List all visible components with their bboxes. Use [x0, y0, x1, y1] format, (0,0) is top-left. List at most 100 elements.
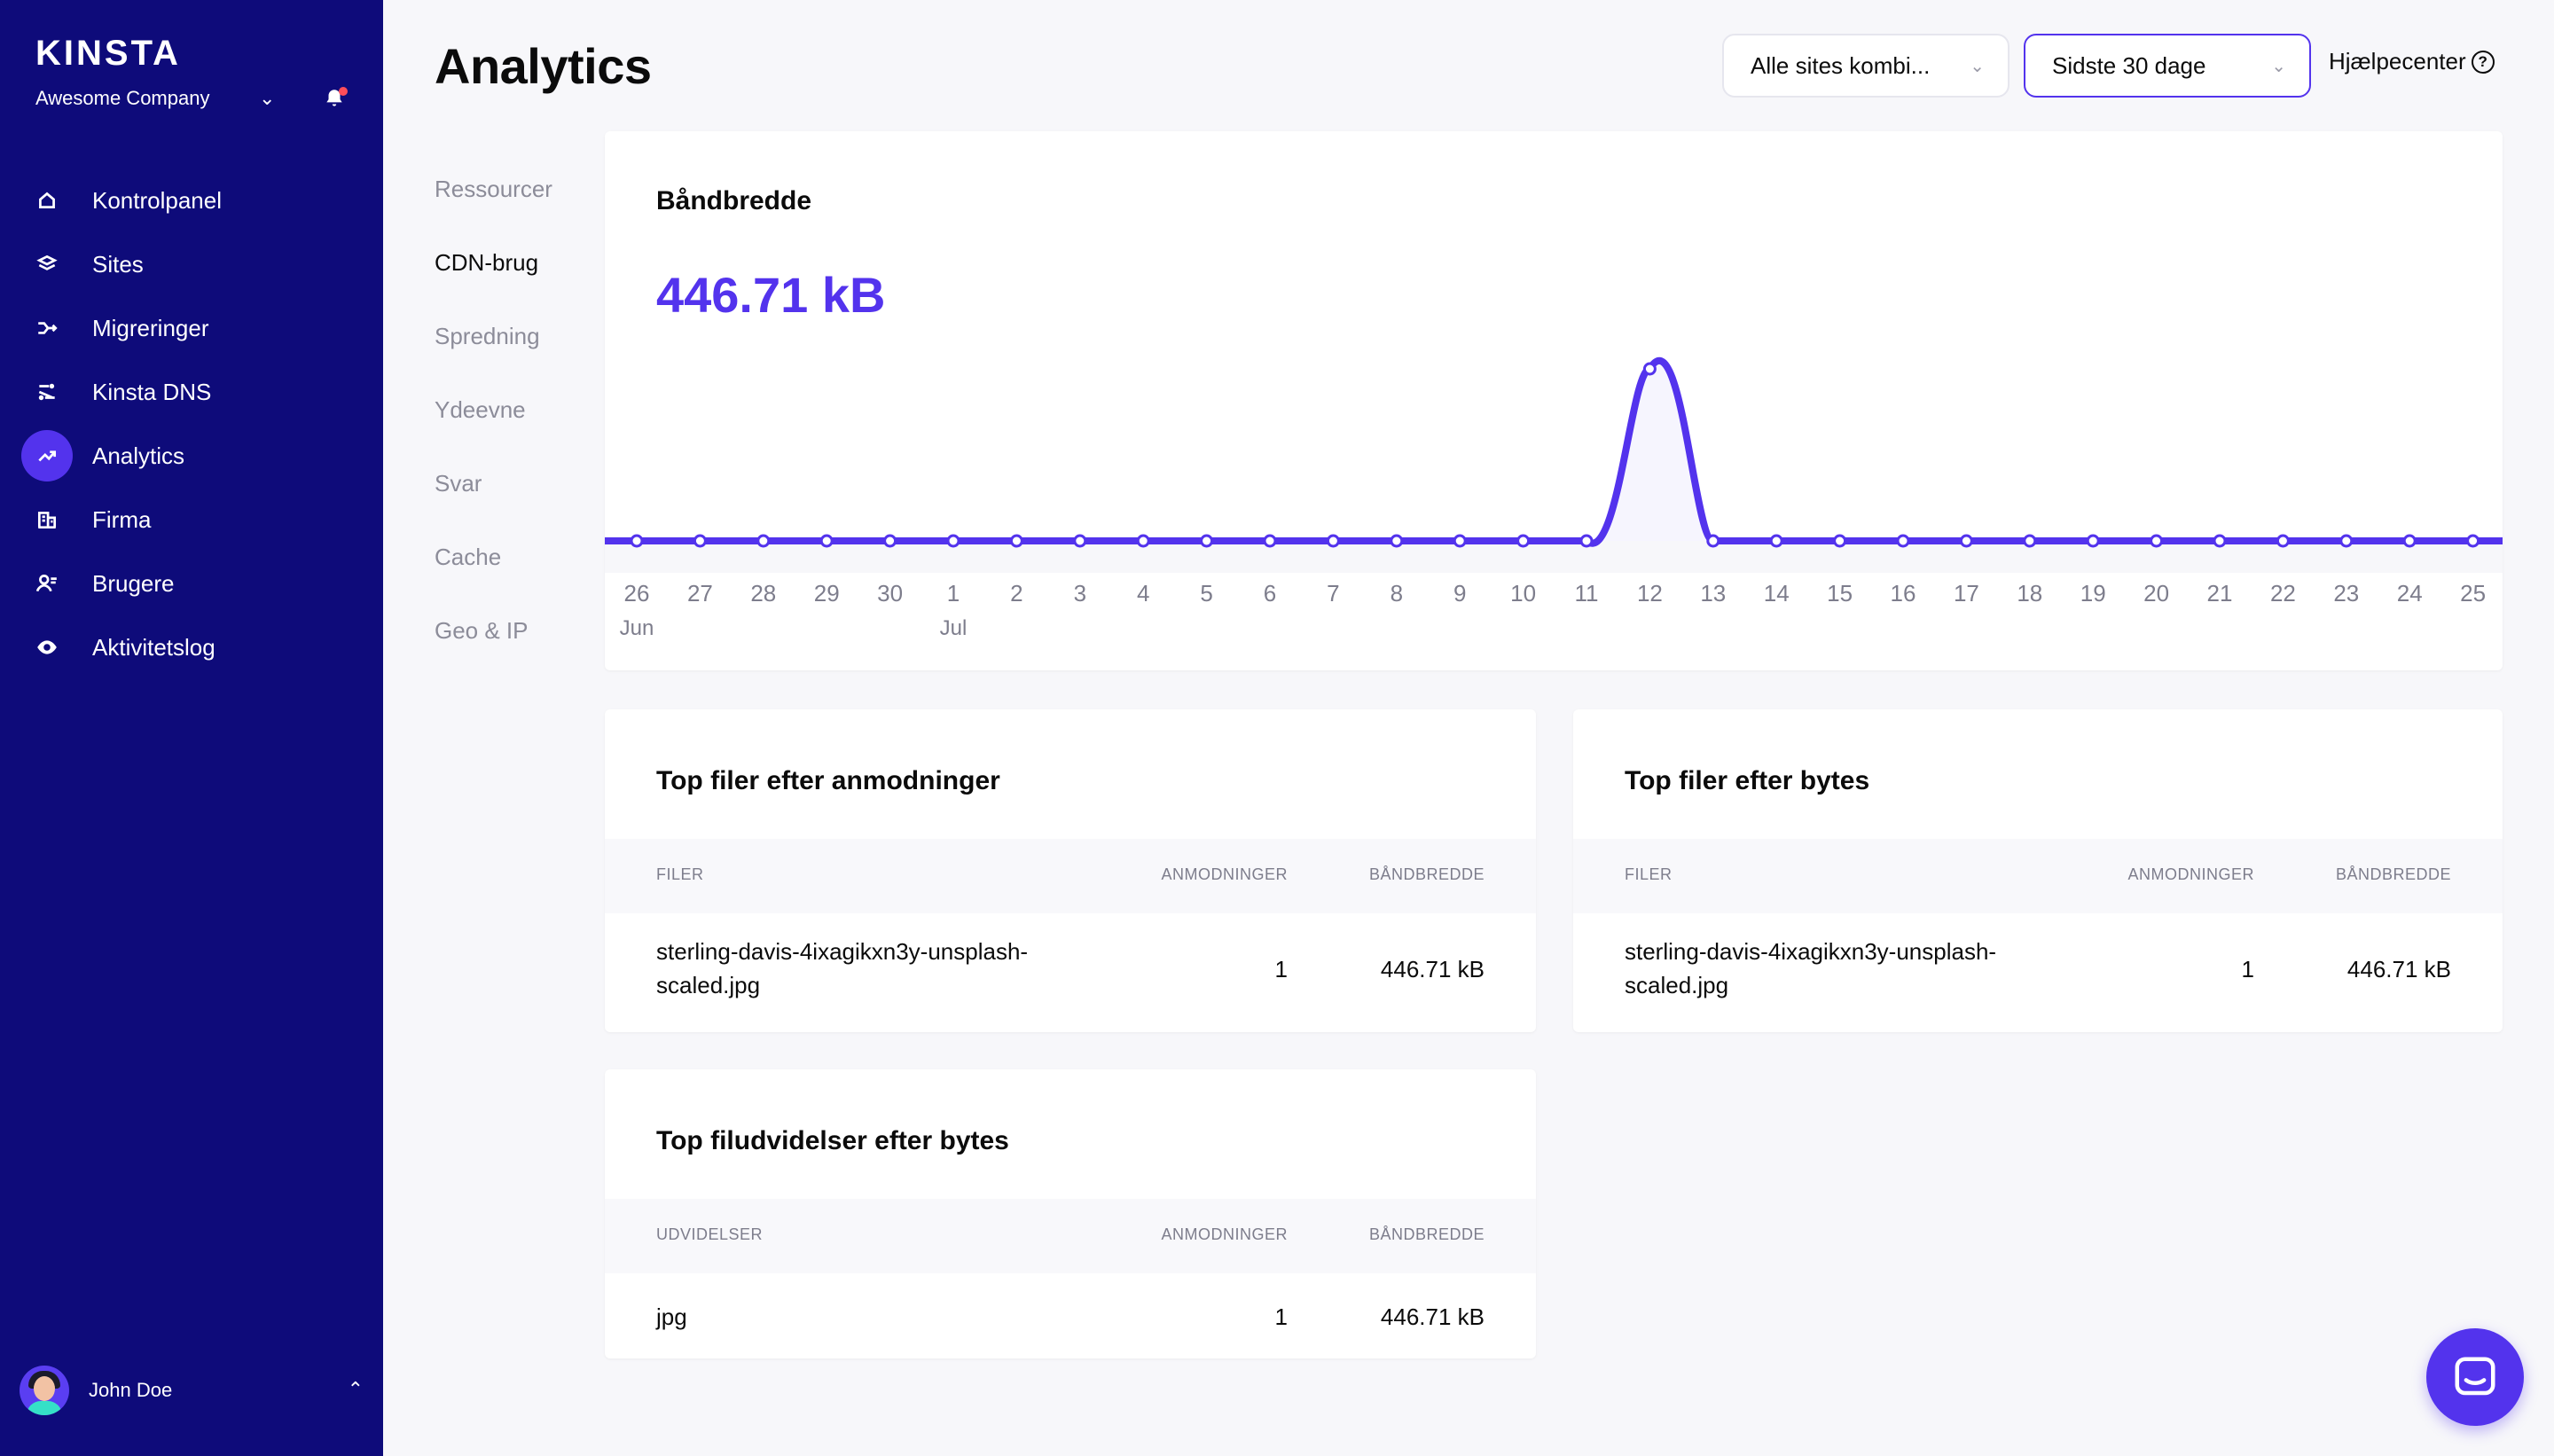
- sidebar-item-migreringer[interactable]: Migreringer: [21, 301, 362, 355]
- chat-icon: [2455, 1357, 2495, 1396]
- column-header: FILER: [1625, 865, 1673, 883]
- date-range-select[interactable]: Sidste 30 dage ⌄: [2024, 34, 2311, 98]
- eye-icon: [21, 622, 73, 673]
- x-tick-label: 22: [2270, 580, 2296, 607]
- sidebar-item-firma[interactable]: Firma: [21, 493, 362, 546]
- data-point[interactable]: [2213, 534, 2227, 548]
- tab-cdn-brug[interactable]: CDN-brug: [435, 249, 539, 276]
- x-tick-label: 16: [1891, 580, 1916, 607]
- data-point[interactable]: [2150, 534, 2164, 548]
- user-name: John Doe: [89, 1379, 173, 1401]
- sidebar-item-label: Brugere: [92, 569, 175, 597]
- site-select[interactable]: Alle sites kombi... ⌄: [1722, 34, 2010, 98]
- sidebar-item-sites[interactable]: Sites: [21, 238, 362, 291]
- notification-dot: [339, 87, 348, 96]
- column-header: BÅNDBREDDE: [2335, 865, 2451, 883]
- users-icon: [21, 558, 73, 609]
- data-point[interactable]: [693, 534, 707, 548]
- bandwidth-value: 446.71 kB: [1380, 1303, 1485, 1330]
- user-menu[interactable]: John Doe ⌃: [20, 1364, 364, 1417]
- chevron-down-icon: ⌄: [1970, 57, 1985, 76]
- data-point[interactable]: [1263, 534, 1277, 548]
- sidebar-item-label: Sites: [92, 250, 144, 278]
- data-point[interactable]: [1706, 534, 1720, 548]
- data-point[interactable]: [2276, 534, 2290, 548]
- bandwidth-total: 446.71 kB: [656, 267, 886, 323]
- data-point[interactable]: [1136, 534, 1150, 548]
- data-point[interactable]: [1200, 534, 1214, 548]
- tab-cache[interactable]: Cache: [435, 544, 502, 570]
- sidebar-item-kinsta-dns[interactable]: Kinsta DNS: [21, 365, 362, 419]
- x-tick-label: 13: [1700, 580, 1726, 607]
- data-point[interactable]: [2402, 534, 2417, 548]
- data-point[interactable]: [1959, 534, 1973, 548]
- kinsta-logo[interactable]: KINSTA: [35, 34, 181, 73]
- data-point[interactable]: [1073, 534, 1087, 548]
- analytics-subnav: Ressourcer CDN-brug Spredning Ydeevne Sv…: [435, 176, 552, 691]
- tab-ydeevne[interactable]: Ydeevne: [435, 396, 526, 423]
- series-line: [605, 356, 2503, 547]
- bandwidth-value: 446.71 kB: [2346, 956, 2451, 982]
- sidebar-item-label: Firma: [92, 505, 152, 533]
- file-name[interactable]: sterling-davis-4ixagikxn3y-unsplash- sca…: [656, 935, 1028, 1002]
- data-point[interactable]: [1390, 534, 1404, 548]
- sidebar-item-brugere[interactable]: Brugere: [21, 557, 362, 610]
- sidebar-item-kontrolpanel[interactable]: Kontrolpanel: [21, 174, 362, 227]
- data-point[interactable]: [1579, 534, 1594, 548]
- tab-spredning[interactable]: Spredning: [435, 323, 540, 349]
- data-point[interactable]: [2339, 534, 2354, 548]
- avatar: [20, 1366, 69, 1415]
- table-header: FILER ANMODNINGER BÅNDBREDDE: [1573, 839, 2503, 913]
- column-header: FILER: [656, 865, 704, 883]
- company-switcher[interactable]: Awesome Company ⌄: [35, 87, 284, 110]
- x-tick-label: 4: [1137, 580, 1149, 607]
- x-tick-label: 18: [2017, 580, 2042, 607]
- data-point[interactable]: [819, 534, 834, 548]
- data-point[interactable]: [1453, 534, 1467, 548]
- data-point[interactable]: [2086, 534, 2100, 548]
- sidebar-item-aktivitetslog[interactable]: Aktivitetslog: [21, 621, 362, 674]
- sidebar-item-label: Migreringer: [92, 314, 209, 341]
- requests-value: 1: [1274, 956, 1288, 982]
- file-name[interactable]: sterling-davis-4ixagikxn3y-unsplash- sca…: [1625, 935, 1996, 1002]
- card-title: Top filudvidelser efter bytes: [656, 1126, 1009, 1155]
- data-point[interactable]: [1009, 534, 1023, 548]
- data-point[interactable]: [630, 534, 644, 548]
- data-point[interactable]: [1769, 534, 1783, 548]
- page-title: Analytics: [435, 38, 652, 94]
- bandwidth-card: Båndbredde 446.71 kB 26 Jun 27 28 29 30 1 Jul 2 3…: [605, 131, 2503, 670]
- bell-icon[interactable]: [323, 87, 348, 110]
- data-point[interactable]: [1516, 534, 1531, 548]
- x-tick-label: 28: [750, 580, 776, 607]
- question-icon: ?: [2471, 50, 2495, 74]
- help-label: Hjælpecenter: [2329, 48, 2466, 74]
- data-point[interactable]: [946, 534, 960, 548]
- sidebar-item-analytics[interactable]: Analytics: [21, 429, 362, 482]
- data-point[interactable]: [1896, 534, 1910, 548]
- chart-baseline-band: [605, 541, 2503, 573]
- column-header: ANMODNINGER: [1161, 1225, 1288, 1243]
- data-point[interactable]: [1642, 362, 1657, 376]
- chevron-up-icon: ⌃: [347, 1378, 364, 1400]
- tab-geo-ip[interactable]: Geo & IP: [435, 617, 529, 644]
- help-center-link[interactable]: Hjælpecenter ?: [2329, 48, 2495, 75]
- x-tick-label: 5: [1200, 580, 1212, 607]
- extension-value: jpg: [656, 1303, 687, 1330]
- trend-icon: [21, 430, 73, 481]
- data-point[interactable]: [2466, 534, 2480, 548]
- chart-area: [605, 360, 2503, 544]
- chat-support-button[interactable]: [2426, 1328, 2524, 1426]
- x-tick-label: 25: [2460, 580, 2486, 607]
- data-point[interactable]: [883, 534, 897, 548]
- column-header: BÅNDBREDDE: [1368, 1225, 1485, 1243]
- x-tick-label: 2: [1010, 580, 1022, 607]
- x-tick-label: 27: [687, 580, 713, 607]
- data-point[interactable]: [1326, 534, 1340, 548]
- tab-svar[interactable]: Svar: [435, 470, 482, 497]
- data-point[interactable]: [2023, 534, 2037, 548]
- file-name-line: scaled.jpg: [656, 972, 761, 998]
- tab-ressourcer[interactable]: Ressourcer: [435, 176, 552, 202]
- data-point[interactable]: [756, 534, 771, 548]
- data-point[interactable]: [1833, 534, 1847, 548]
- column-header: ANMODNINGER: [2127, 865, 2254, 883]
